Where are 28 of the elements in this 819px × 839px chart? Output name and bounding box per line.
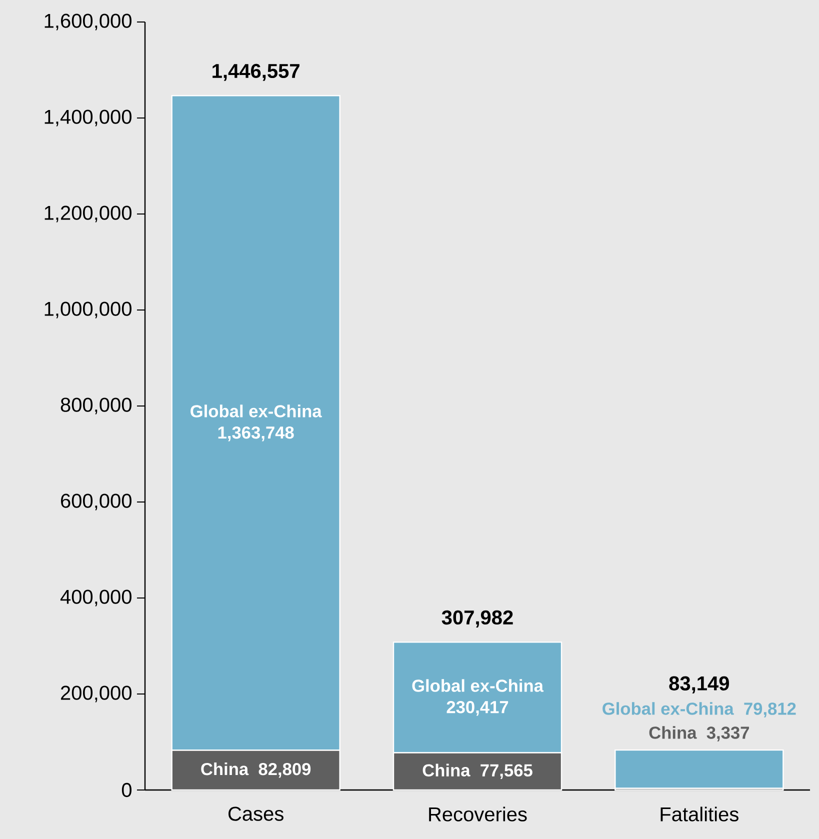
series-label: Global ex-China	[190, 404, 322, 418]
data-label: 3,337	[706, 726, 749, 742]
data-label: 77,565	[480, 764, 532, 779]
data-label: 1,363,748	[218, 426, 294, 442]
y-tick-label: 1,200,000	[44, 206, 132, 222]
bar	[614, 749, 784, 789]
y-tick-label: 0	[122, 782, 132, 798]
text: China	[201, 762, 249, 776]
x-tick-label: Fatalities	[660, 806, 738, 822]
y-tick-label: 1,000,000	[44, 302, 132, 318]
y-tick-label: 1,600,000	[44, 14, 132, 30]
text: Global ex-China	[602, 702, 734, 715]
y-tick-label: 200,000	[60, 686, 132, 702]
x-tick-label: Cases	[228, 806, 284, 821]
text: Global ex-China	[412, 679, 544, 692]
data-label: 230,417	[446, 700, 508, 716]
y-tick-label: 800,000	[60, 398, 132, 414]
y-tick-label: 600,000	[61, 494, 132, 510]
total-label: 83,149	[669, 676, 729, 694]
data-label: 79,812	[744, 702, 796, 718]
text: China	[649, 726, 697, 739]
total-label: 307,982	[442, 610, 513, 628]
series-label: China	[422, 764, 470, 776]
y-tick-label: 1,400,000	[44, 110, 132, 126]
y-tick-label: 400,000	[60, 590, 132, 606]
data-label: 82,809	[258, 762, 311, 778]
x-tick-label: Recoveries	[429, 806, 527, 822]
total-label: 1,446,557	[212, 64, 300, 81]
